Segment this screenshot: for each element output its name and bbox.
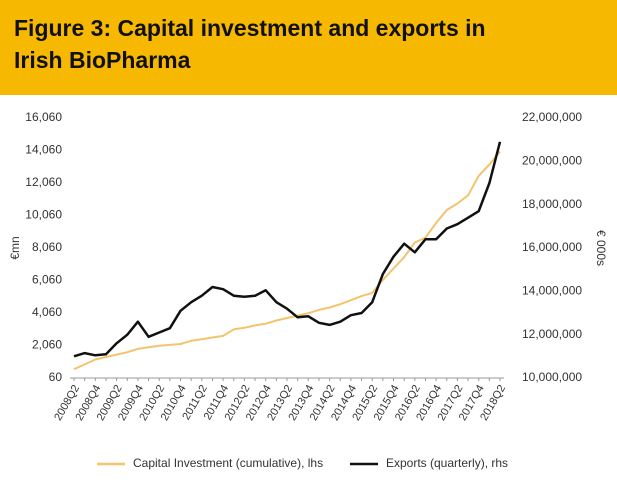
chart-title: Irish BioPharma: [14, 47, 191, 73]
y2-axis-label: € 000s: [594, 230, 608, 266]
y-tick-label: 8,060: [32, 240, 62, 254]
y2-tick-label: 18,000,000: [522, 197, 582, 211]
y-tick-label: 4,060: [32, 305, 62, 319]
chart-title: Figure 3: Capital investment and exports…: [14, 15, 486, 41]
y-tick-label: 12,060: [25, 175, 62, 189]
y2-tick-label: 10,000,000: [522, 370, 582, 384]
y-tick-label: 16,060: [25, 110, 62, 124]
header-band: [0, 0, 617, 95]
y2-tick-label: 20,000,000: [522, 154, 582, 168]
series-line: [73, 150, 501, 371]
series-line: [73, 141, 502, 358]
y2-tick-label: 12,000,000: [522, 327, 582, 341]
y2-tick-label: 14,000,000: [522, 284, 582, 298]
y2-tick-label: 16,000,000: [522, 240, 582, 254]
y-tick-label: 14,060: [25, 143, 62, 157]
legend-label: Capital Investment (cumulative), lhs: [133, 456, 323, 470]
y-tick-label: 2,060: [32, 338, 62, 352]
y-tick-label: 6,060: [32, 273, 62, 287]
y-axis-label: €mn: [8, 236, 22, 259]
y-tick-label: 10,060: [25, 208, 62, 222]
y-tick-label: 60: [49, 370, 63, 384]
legend-label: Exports (quarterly), rhs: [386, 456, 508, 470]
y2-tick-label: 22,000,000: [522, 110, 582, 124]
